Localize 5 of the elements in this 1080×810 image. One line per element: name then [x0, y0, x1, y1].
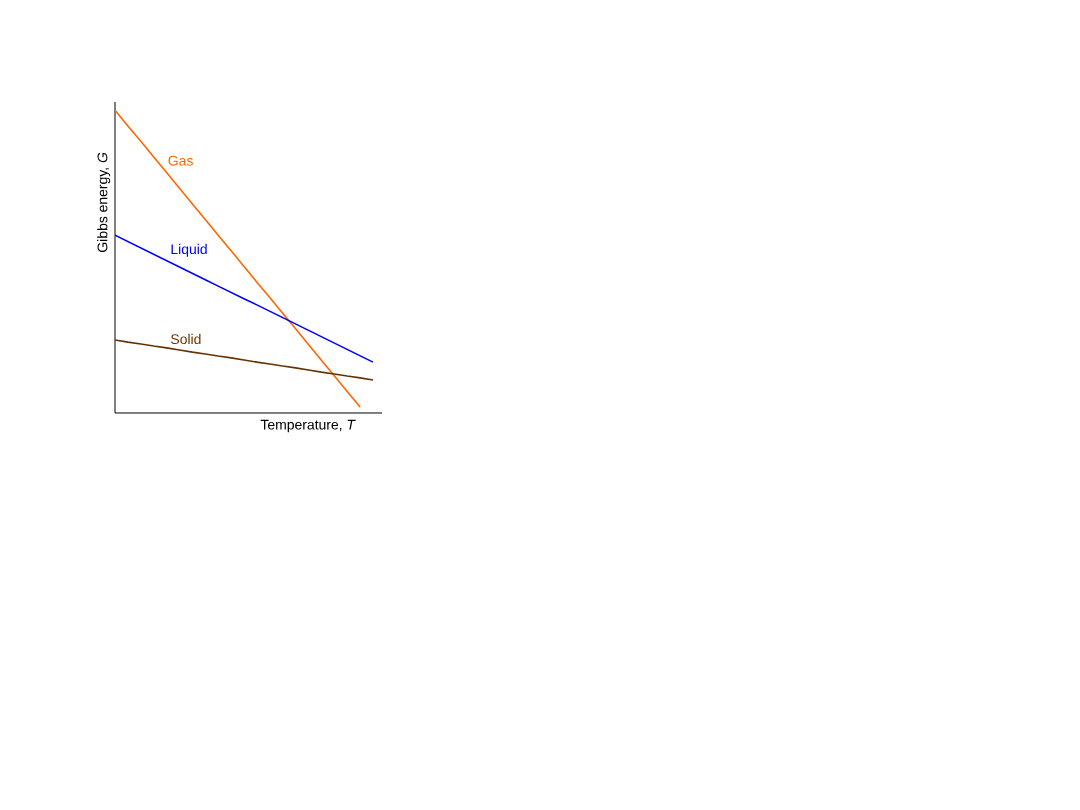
- y-axis-title: Gibbs energy, G: [97, 152, 111, 252]
- x-axis-title: Temperature, T: [260, 419, 356, 433]
- series-label: Solid: [171, 333, 201, 345]
- series-label: Gas: [168, 155, 193, 166]
- series-label: Liquid: [171, 243, 207, 257]
